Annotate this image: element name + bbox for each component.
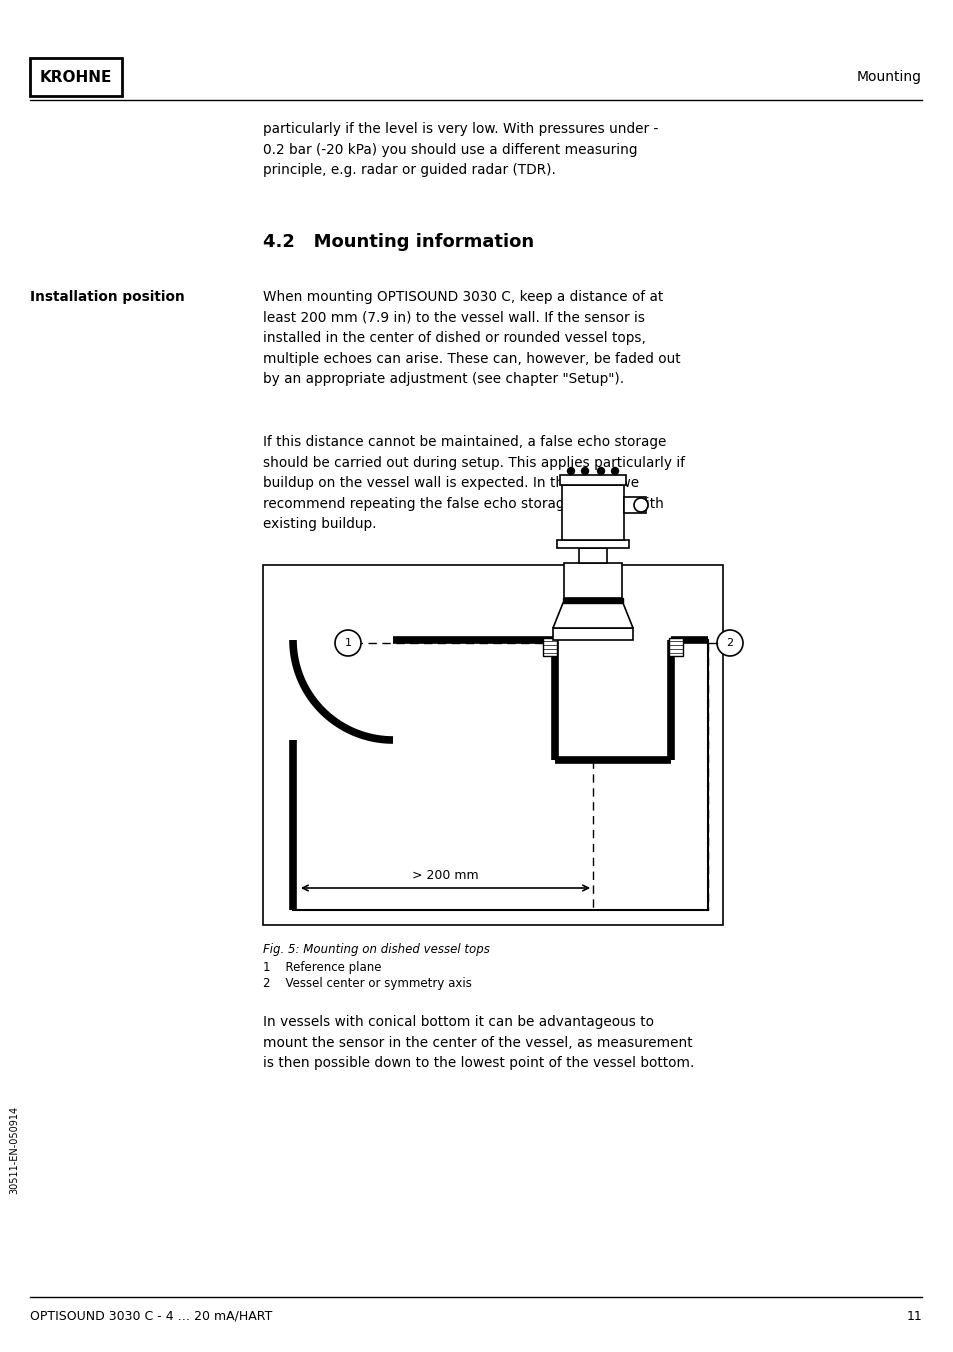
- Circle shape: [581, 468, 588, 475]
- Circle shape: [597, 468, 604, 475]
- Circle shape: [634, 498, 647, 512]
- Bar: [553, 627, 633, 639]
- Circle shape: [335, 630, 360, 656]
- Bar: [559, 475, 625, 485]
- Bar: [557, 539, 628, 548]
- Bar: [263, 565, 722, 925]
- Text: 11: 11: [905, 1310, 921, 1322]
- Bar: [578, 548, 606, 562]
- Text: OPTISOUND 3030 C - 4 … 20 mA/HART: OPTISOUND 3030 C - 4 … 20 mA/HART: [30, 1310, 273, 1322]
- Bar: [668, 638, 682, 656]
- Text: Mounting: Mounting: [856, 70, 921, 84]
- Text: KROHNE: KROHNE: [40, 69, 112, 84]
- Circle shape: [611, 468, 618, 475]
- Bar: [30, 58, 122, 96]
- Text: Fig. 5: Mounting on dished vessel tops: Fig. 5: Mounting on dished vessel tops: [263, 942, 489, 956]
- Text: 1    Reference plane: 1 Reference plane: [263, 961, 381, 973]
- Bar: [561, 485, 623, 539]
- Text: 2    Vessel center or symmetry axis: 2 Vessel center or symmetry axis: [263, 977, 472, 990]
- Text: particularly if the level is very low. With pressures under -
0.2 bar (-20 kPa) : particularly if the level is very low. W…: [263, 122, 658, 177]
- Text: 2: 2: [725, 638, 733, 648]
- Text: 1: 1: [344, 638, 351, 648]
- Bar: [623, 498, 645, 512]
- Text: If this distance cannot be maintained, a false echo storage
should be carried ou: If this distance cannot be maintained, a…: [263, 435, 684, 531]
- Text: In vessels with conical bottom it can be advantageous to
mount the sensor in the: In vessels with conical bottom it can be…: [263, 1015, 694, 1071]
- Text: Installation position: Installation position: [30, 289, 185, 304]
- Text: > 200 mm: > 200 mm: [412, 869, 478, 882]
- Text: 4.2   Mounting information: 4.2 Mounting information: [263, 233, 534, 251]
- Circle shape: [567, 468, 574, 475]
- Bar: [562, 598, 622, 603]
- Text: 30511-EN-050914: 30511-EN-050914: [9, 1106, 19, 1194]
- Bar: [542, 638, 557, 656]
- Circle shape: [717, 630, 742, 656]
- Bar: [563, 562, 621, 598]
- Text: When mounting OPTISOUND 3030 C, keep a distance of at
least 200 mm (7.9 in) to t: When mounting OPTISOUND 3030 C, keep a d…: [263, 289, 679, 387]
- Polygon shape: [553, 603, 633, 627]
